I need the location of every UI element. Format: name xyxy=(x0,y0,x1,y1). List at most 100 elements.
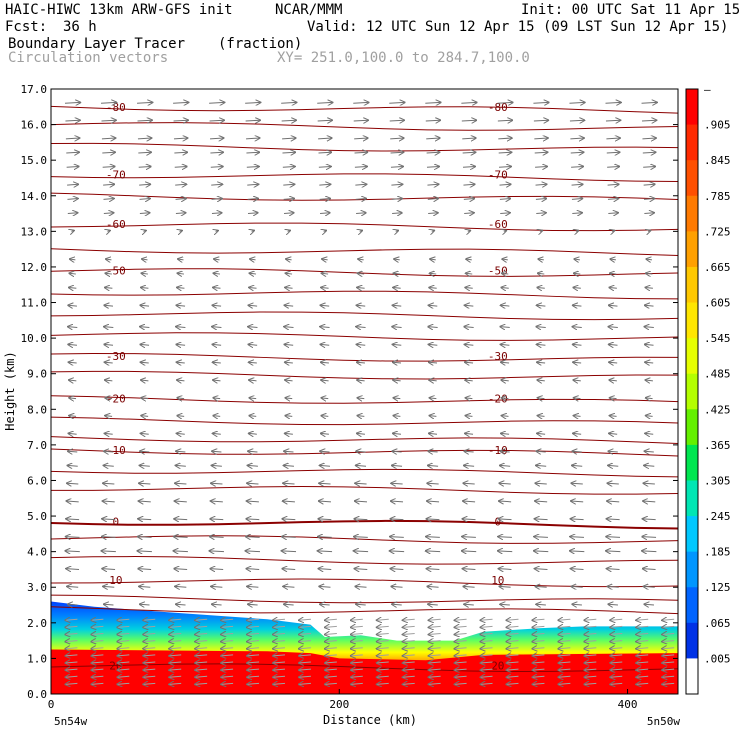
wind-vector xyxy=(609,362,618,363)
wind-vector xyxy=(426,152,440,153)
wind-vector xyxy=(429,683,441,684)
wind-vector xyxy=(273,634,286,635)
wind-vector xyxy=(65,676,78,677)
wind-vector xyxy=(610,626,623,627)
wind-vector xyxy=(211,483,223,484)
wind-vector xyxy=(195,669,208,670)
wind-vector xyxy=(247,626,260,627)
wind-vector xyxy=(357,362,365,363)
wind-vector xyxy=(285,416,293,417)
wind-vector xyxy=(645,451,654,452)
wind-vector xyxy=(143,619,156,620)
wind-vector xyxy=(468,231,470,232)
wind-vector xyxy=(140,465,150,466)
wind-vector xyxy=(221,662,234,663)
wind-vector xyxy=(610,648,623,649)
wind-vector xyxy=(284,344,294,345)
wind-vector xyxy=(377,648,389,649)
wind-vector xyxy=(574,259,580,260)
wind-vector xyxy=(498,551,513,552)
wind-vector xyxy=(288,231,290,232)
wind-vector xyxy=(325,655,337,656)
valid-time: Valid: 12 UTC Sun 12 Apr 15 (09 LST Sun … xyxy=(307,19,729,35)
wind-vector xyxy=(195,648,208,649)
wind-vector xyxy=(117,676,130,677)
colorbar-label: .605 xyxy=(704,297,731,310)
wind-vector xyxy=(139,483,151,484)
wind-vector xyxy=(502,273,509,274)
wind-vector xyxy=(481,655,493,656)
wind-vector xyxy=(325,619,337,620)
wind-vector xyxy=(430,273,437,274)
wind-vector xyxy=(608,604,618,605)
wind-vector xyxy=(67,501,79,502)
wind-vector xyxy=(609,344,618,345)
wind-vector xyxy=(211,184,222,185)
wind-vector xyxy=(608,451,618,452)
wind-vector xyxy=(393,416,401,417)
wind-vector xyxy=(140,344,150,345)
wind-vector xyxy=(282,166,295,167)
x-tick-label: 0 xyxy=(48,698,55,711)
tracer-core xyxy=(51,649,678,694)
wind-vector xyxy=(91,683,104,684)
wind-vector xyxy=(174,519,188,520)
wind-vector xyxy=(212,451,222,452)
contour-label: 10 xyxy=(491,574,504,587)
wind-vector xyxy=(500,451,510,452)
wind-vector xyxy=(143,648,156,649)
wind-vector xyxy=(535,501,548,502)
wind-vector xyxy=(499,483,511,484)
wind-vector xyxy=(455,669,467,670)
wind-vector xyxy=(584,619,597,620)
wind-vector xyxy=(246,138,259,139)
wind-vector xyxy=(501,362,510,363)
wind-vector xyxy=(394,398,401,399)
wind-vector xyxy=(538,416,545,417)
wind-vector xyxy=(169,626,182,627)
wind-vector xyxy=(173,120,188,121)
wind-vector xyxy=(247,586,259,587)
wind-vector xyxy=(318,152,332,153)
colorbar-label: – xyxy=(704,83,711,96)
wind-vector xyxy=(403,619,415,620)
y-tick-label: 8.0 xyxy=(27,403,47,416)
wind-vector xyxy=(66,166,79,167)
wind-vector xyxy=(465,344,474,345)
wind-vector xyxy=(248,305,258,306)
colorbar-label: .905 xyxy=(704,119,731,132)
wind-vector xyxy=(430,416,437,417)
wind-vector xyxy=(247,676,260,677)
contour-label: -50 xyxy=(488,265,508,278)
wind-vector xyxy=(281,120,296,121)
wind-vector xyxy=(356,327,366,328)
colorbar-swatch xyxy=(686,658,698,695)
wind-vector xyxy=(377,676,389,677)
wind-vector xyxy=(285,287,293,288)
wind-vector xyxy=(210,569,224,570)
wind-vector xyxy=(429,634,441,635)
contour-label: -60 xyxy=(106,218,126,231)
wind-vector xyxy=(250,273,257,274)
plot-frame xyxy=(50,88,679,695)
wind-vector xyxy=(169,655,182,656)
wind-vector xyxy=(357,344,366,345)
colorbar-label: .125 xyxy=(704,581,731,594)
y-tick-label: 11.0 xyxy=(21,297,48,310)
wind-vector xyxy=(636,619,649,620)
wind-vector xyxy=(643,569,656,570)
wind-vector xyxy=(662,634,675,635)
wind-vector xyxy=(455,634,467,635)
wind-vector xyxy=(462,138,475,139)
wind-vector xyxy=(299,655,311,656)
wind-vector xyxy=(247,669,260,670)
temperature-contour xyxy=(51,290,678,300)
wind-vector xyxy=(636,669,649,670)
wind-vector xyxy=(321,416,329,417)
wind-vector xyxy=(175,586,187,587)
wind-vector xyxy=(636,641,649,642)
wind-vector xyxy=(282,519,296,520)
wind-vector xyxy=(506,669,519,670)
wind-vector xyxy=(390,152,404,153)
wind-vector xyxy=(355,586,367,587)
